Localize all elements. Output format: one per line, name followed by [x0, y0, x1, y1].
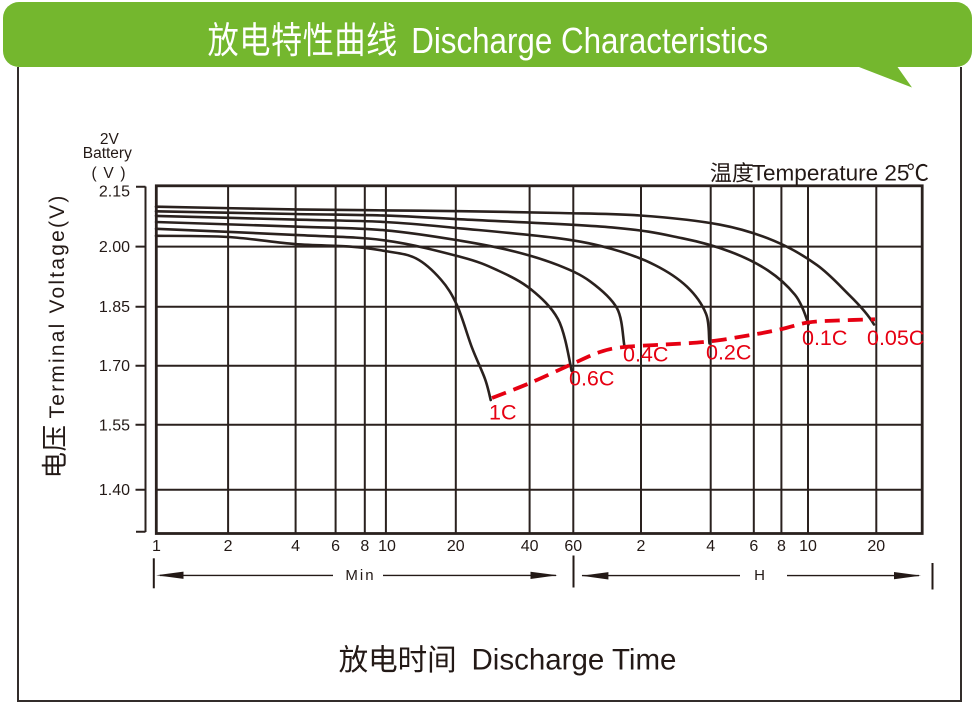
svg-text:Discharge Time: Discharge Time — [472, 644, 677, 677]
svg-text:8: 8 — [777, 538, 786, 555]
svg-text:0.6C: 0.6C — [569, 367, 614, 391]
svg-text:1: 1 — [152, 538, 161, 555]
svg-text:20: 20 — [447, 538, 465, 555]
svg-text:1.40: 1.40 — [99, 482, 130, 499]
svg-text:Discharge Characteristics: Discharge Characteristics — [411, 20, 768, 61]
svg-text:2: 2 — [224, 538, 233, 555]
svg-text:8: 8 — [360, 538, 369, 555]
svg-text:6: 6 — [331, 538, 340, 555]
svg-text:Temperature 25: Temperature 25 — [752, 161, 910, 186]
svg-text:10: 10 — [378, 538, 396, 555]
svg-text:60: 60 — [564, 538, 582, 555]
svg-text:2: 2 — [637, 538, 646, 555]
svg-text:Terminal Voltage(V): Terminal Voltage(V) — [46, 193, 69, 418]
svg-text:( V ): ( V ) — [91, 165, 126, 182]
svg-text:4: 4 — [291, 538, 300, 555]
svg-text:Min: Min — [345, 567, 375, 584]
svg-text:10: 10 — [799, 538, 817, 555]
svg-text:0.05C: 0.05C — [867, 326, 924, 350]
svg-text:Battery: Battery — [83, 145, 132, 162]
svg-text:20: 20 — [867, 538, 885, 555]
svg-text:1.85: 1.85 — [99, 299, 130, 316]
svg-text:4: 4 — [706, 538, 715, 555]
svg-text:2V: 2V — [100, 131, 120, 148]
svg-text:40: 40 — [521, 538, 539, 555]
svg-text:0.1C: 0.1C — [802, 326, 847, 350]
svg-text:1.70: 1.70 — [99, 358, 130, 375]
svg-text:1.55: 1.55 — [99, 417, 130, 434]
svg-text:H: H — [754, 567, 767, 584]
svg-text:0.2C: 0.2C — [706, 341, 751, 365]
svg-text:1C: 1C — [489, 401, 516, 425]
svg-text:2.00: 2.00 — [99, 239, 130, 256]
svg-text:6: 6 — [749, 538, 758, 555]
svg-text:0.4C: 0.4C — [623, 343, 668, 367]
svg-text:2.15: 2.15 — [99, 184, 130, 201]
